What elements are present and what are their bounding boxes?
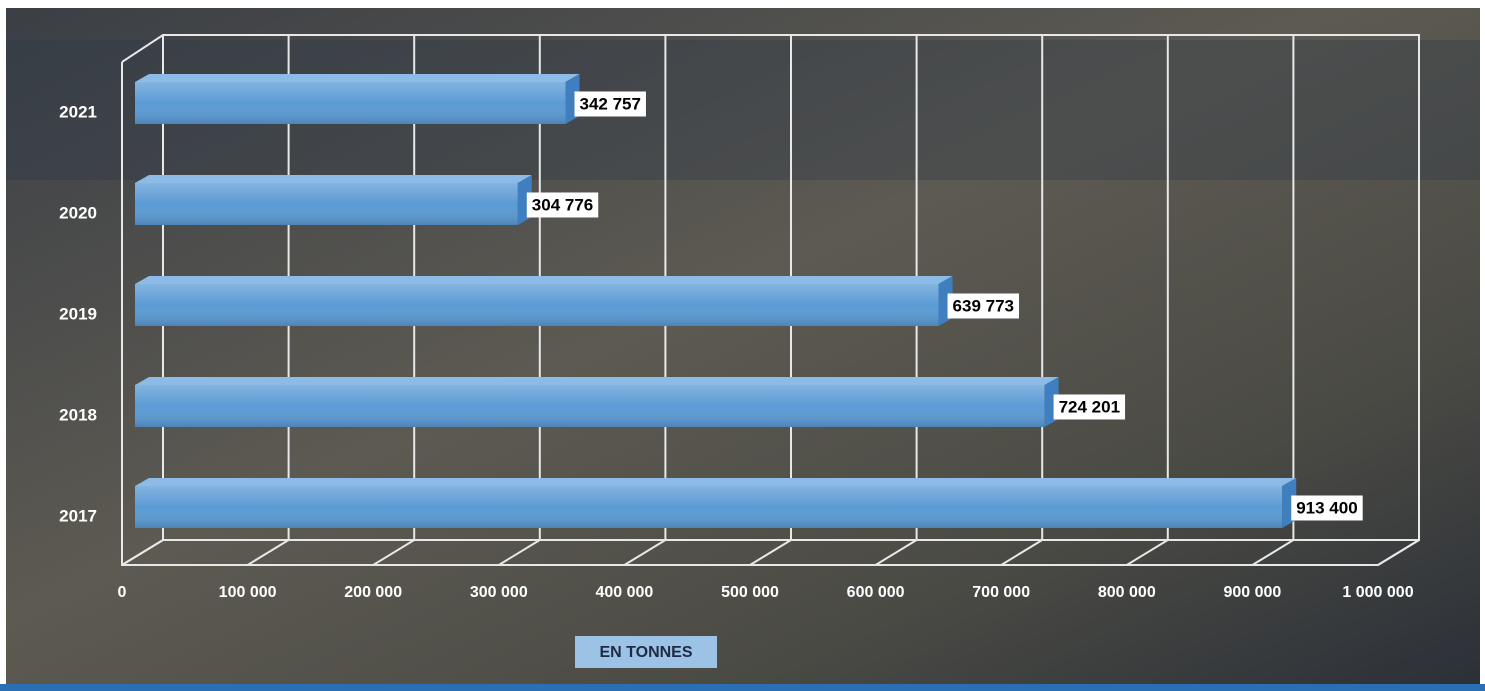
x-label-box <box>575 636 717 668</box>
x-tick-label: 1 000 000 <box>1342 584 1413 601</box>
bar-shade <box>135 183 518 225</box>
value-label: 304 776 <box>532 195 593 214</box>
bar-shade <box>135 385 1045 427</box>
bar-shade <box>135 284 939 326</box>
value-label-box <box>574 91 646 117</box>
x-tick-label: 800 000 <box>1098 584 1156 601</box>
plot-area: 0 100 000 200 000 300 000 400 000 500 000 600 … <box>59 34 1420 601</box>
x-tick-label: 200 000 <box>344 584 402 601</box>
y-tick-label: 2019 <box>59 304 97 323</box>
value-label: 342 757 <box>580 94 641 113</box>
value-label-box <box>947 293 1020 319</box>
x-tick-label: 400 000 <box>595 584 653 601</box>
floor-grid-line <box>247 539 290 566</box>
bar-top <box>135 276 953 284</box>
bar-shade <box>135 82 566 124</box>
value-label-box <box>1291 495 1363 521</box>
floor-grid-line <box>1000 539 1043 566</box>
bottom-strip <box>0 684 1485 691</box>
floor-grid-line <box>875 539 918 566</box>
x-axis-label: EN TONNES <box>599 644 692 661</box>
floor-grid-line <box>121 539 164 566</box>
value-label-box <box>1053 394 1126 420</box>
bar-top <box>135 478 1297 486</box>
floor-grid-line <box>623 539 666 566</box>
bar-top <box>135 74 580 82</box>
x-tick-label: 600 000 <box>847 584 905 601</box>
floor-grid-line <box>372 539 415 566</box>
y-tick-label: 2018 <box>59 405 97 424</box>
floor-grid-line <box>1377 539 1420 566</box>
y-tick-label: 2021 <box>59 102 97 121</box>
x-tick-label: 500 000 <box>721 584 779 601</box>
value-label: 913 400 <box>1296 498 1357 517</box>
bar-top <box>135 377 1059 385</box>
y-tick-label: 2020 <box>59 203 97 222</box>
x-tick-label: 300 000 <box>470 584 528 601</box>
floor-grid-line <box>1251 539 1294 566</box>
y-tick-label: 2017 <box>59 506 97 525</box>
floor-grid-line <box>1126 539 1169 566</box>
floor-grid-line <box>498 539 541 566</box>
bar-top <box>135 175 532 183</box>
x-tick-label: 100 000 <box>219 584 277 601</box>
x-tick-label: 900 000 <box>1223 584 1281 601</box>
x-tick-label: 700 000 <box>972 584 1030 601</box>
value-label-box <box>526 192 599 218</box>
bar-shade <box>135 486 1283 528</box>
floor-grid-line <box>749 539 792 566</box>
x-tick-label: 0 <box>118 584 127 601</box>
value-label: 639 773 <box>953 296 1014 315</box>
value-label: 724 201 <box>1059 397 1120 416</box>
